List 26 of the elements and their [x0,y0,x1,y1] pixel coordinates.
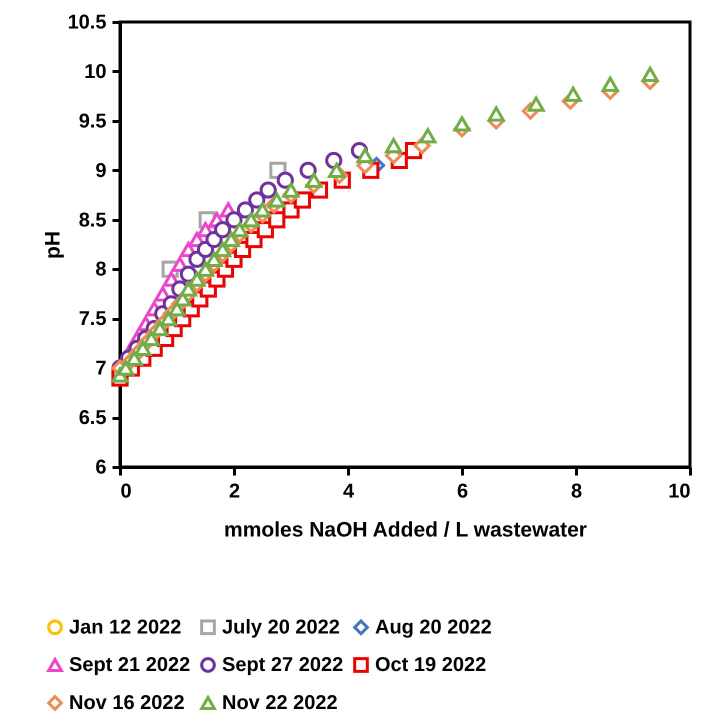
y-axis-title: pH [42,231,65,259]
x-tick-label: 2 [228,480,240,502]
y-tick-label: 6 [95,456,106,478]
legend-label: Sept 27 2022 [222,654,344,676]
legend-label: Nov 22 2022 [222,692,338,714]
x-tick-label: 6 [456,480,468,502]
legend-label: Jan 12 2022 [69,616,182,638]
y-tick-label: 10.5 [68,12,106,34]
y-tick-label: 8 [95,258,106,281]
y-tick-label: 9.5 [78,110,106,132]
x-axis-title: mmoles NaOH Added / L wastewater [224,518,587,542]
legend-label: Aug 20 2022 [375,616,492,638]
x-tick-label: 0 [120,480,132,502]
legend-label: Oct 19 2022 [375,654,486,676]
y-tick-label: 9 [95,160,106,182]
y-tick-label: 7.5 [78,308,106,330]
x-tick-label: 8 [570,480,582,502]
x-tick-label: 4 [342,480,355,502]
y-tick-label: 10 [84,60,106,83]
x-tick-label: 10 [668,480,690,502]
y-tick-label: 8.5 [78,209,106,232]
y-tick-label: 6.5 [78,407,106,430]
legend-label: July 20 2022 [222,616,340,638]
legend-label: Sept 21 2022 [69,654,190,676]
legend-label: Nov 16 2022 [69,692,185,714]
y-tick-label: 7 [95,358,106,380]
